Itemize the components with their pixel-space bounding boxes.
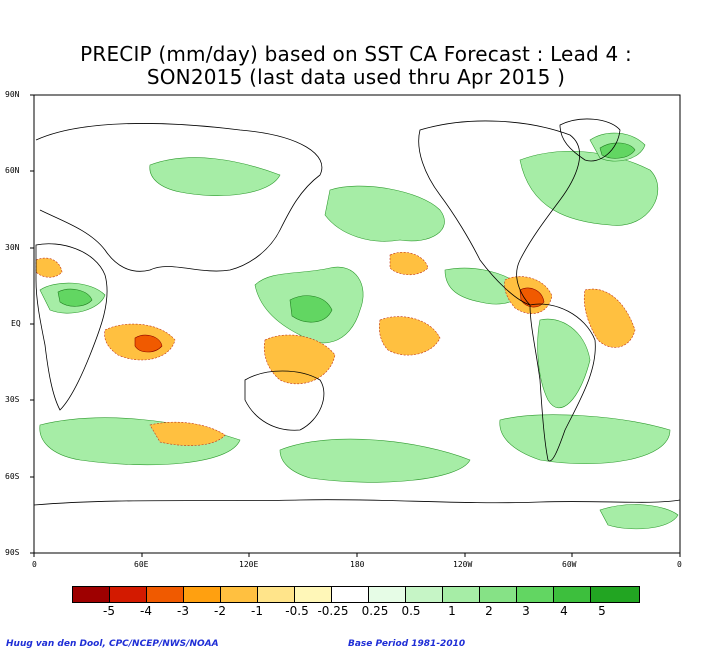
legend-swatch bbox=[479, 586, 517, 603]
legend-swatch bbox=[590, 586, 640, 603]
coastlines bbox=[34, 118, 680, 506]
coastline-greenland bbox=[559, 118, 621, 162]
coastline-north-america bbox=[418, 120, 580, 306]
coastline-australia bbox=[244, 370, 325, 431]
legend-swatch bbox=[516, 586, 554, 603]
legend-label: 2 bbox=[485, 604, 493, 618]
dry-core-central-america bbox=[519, 287, 545, 308]
legend-label: -2 bbox=[214, 604, 226, 618]
legend-swatch bbox=[257, 586, 295, 603]
axis-ticks bbox=[30, 94, 681, 557]
dry-region-europe bbox=[35, 257, 63, 278]
dry-region-west-africa-coast bbox=[583, 288, 636, 348]
lon-label-0-east: 0 bbox=[677, 560, 682, 569]
dry-core-indian-ocean bbox=[134, 334, 163, 353]
credit-base-period: Base Period 1981-2010 bbox=[348, 639, 466, 649]
legend-swatch bbox=[109, 586, 147, 603]
legend-swatch bbox=[183, 586, 221, 603]
lat-label-90s: 90S bbox=[5, 548, 20, 557]
legend-label: -3 bbox=[177, 604, 189, 618]
wet-region-antarctic-margin bbox=[599, 504, 679, 530]
legend-label: 5 bbox=[598, 604, 606, 618]
legend-swatch bbox=[331, 586, 369, 603]
legend-swatch bbox=[72, 586, 110, 603]
wet-region-central-pacific bbox=[324, 185, 445, 242]
lon-label-180: 180 bbox=[350, 560, 365, 569]
legend-swatch bbox=[553, 586, 591, 603]
lat-label-30s: 30S bbox=[5, 395, 20, 404]
lat-label-30n: 30N bbox=[5, 243, 20, 252]
lon-label-0: 0 bbox=[32, 560, 37, 569]
legend-label: -1 bbox=[251, 604, 263, 618]
legend-label: 0.25 bbox=[361, 604, 389, 618]
legend-label: 0.5 bbox=[401, 604, 421, 618]
wet-core-arctic bbox=[599, 142, 636, 159]
wet-core-west-pacific bbox=[289, 295, 333, 323]
dry-region-south-indian-ocean bbox=[149, 421, 226, 446]
legend-label: -0.25 bbox=[317, 604, 349, 618]
map-title-line1: PRECIP (mm/day) based on SST CA Forecast… bbox=[80, 42, 632, 66]
wet-region-southern-ocean-central bbox=[279, 438, 471, 483]
credit-author: Huug van den Dool, CPC/NCEP/NWS/NOAA bbox=[6, 639, 219, 649]
legend-swatch bbox=[220, 586, 258, 603]
map-title-line2: SON2015 (last data used thru Apr 2015 ) bbox=[146, 65, 566, 89]
legend-swatch bbox=[368, 586, 406, 603]
legend-swatch bbox=[146, 586, 184, 603]
coastline-antarctica bbox=[34, 499, 680, 506]
legend-swatch bbox=[294, 586, 332, 603]
coastline-africa bbox=[35, 243, 108, 411]
coastline-eurasia bbox=[35, 123, 323, 272]
legend-label: -0.5 bbox=[285, 604, 309, 618]
lat-label-eq: EQ bbox=[11, 319, 21, 328]
legend-label: 4 bbox=[560, 604, 568, 618]
strong-wet-cores bbox=[57, 142, 636, 323]
wet-region-southern-ocean-east bbox=[499, 414, 671, 465]
wet-core-west-africa bbox=[57, 288, 93, 307]
dry-region-maritime-continent bbox=[263, 334, 336, 385]
strong-dry-cores bbox=[134, 287, 545, 353]
legend-swatch bbox=[442, 586, 480, 603]
legend-swatch bbox=[405, 586, 443, 603]
lon-label-60w: 60W bbox=[562, 560, 577, 569]
coastline-south-america bbox=[529, 303, 596, 462]
lon-label-60e: 60E bbox=[134, 560, 149, 569]
dry-region-north-pacific bbox=[389, 251, 429, 276]
dry-region-south-pacific bbox=[378, 316, 441, 356]
lat-label-90n: 90N bbox=[5, 90, 20, 99]
lon-label-120e: 120E bbox=[239, 560, 259, 569]
lon-label-120w: 120W bbox=[453, 560, 473, 569]
lat-label-60s: 60S bbox=[5, 472, 20, 481]
lat-label-60n: 60N bbox=[5, 166, 20, 175]
legend-label: 3 bbox=[522, 604, 530, 618]
legend-label: -4 bbox=[140, 604, 152, 618]
anomaly-field bbox=[34, 118, 680, 530]
legend-label: -5 bbox=[103, 604, 115, 618]
wet-region-siberia bbox=[149, 157, 281, 196]
legend-label: 1 bbox=[448, 604, 456, 618]
wet-region-south-america bbox=[537, 318, 591, 409]
